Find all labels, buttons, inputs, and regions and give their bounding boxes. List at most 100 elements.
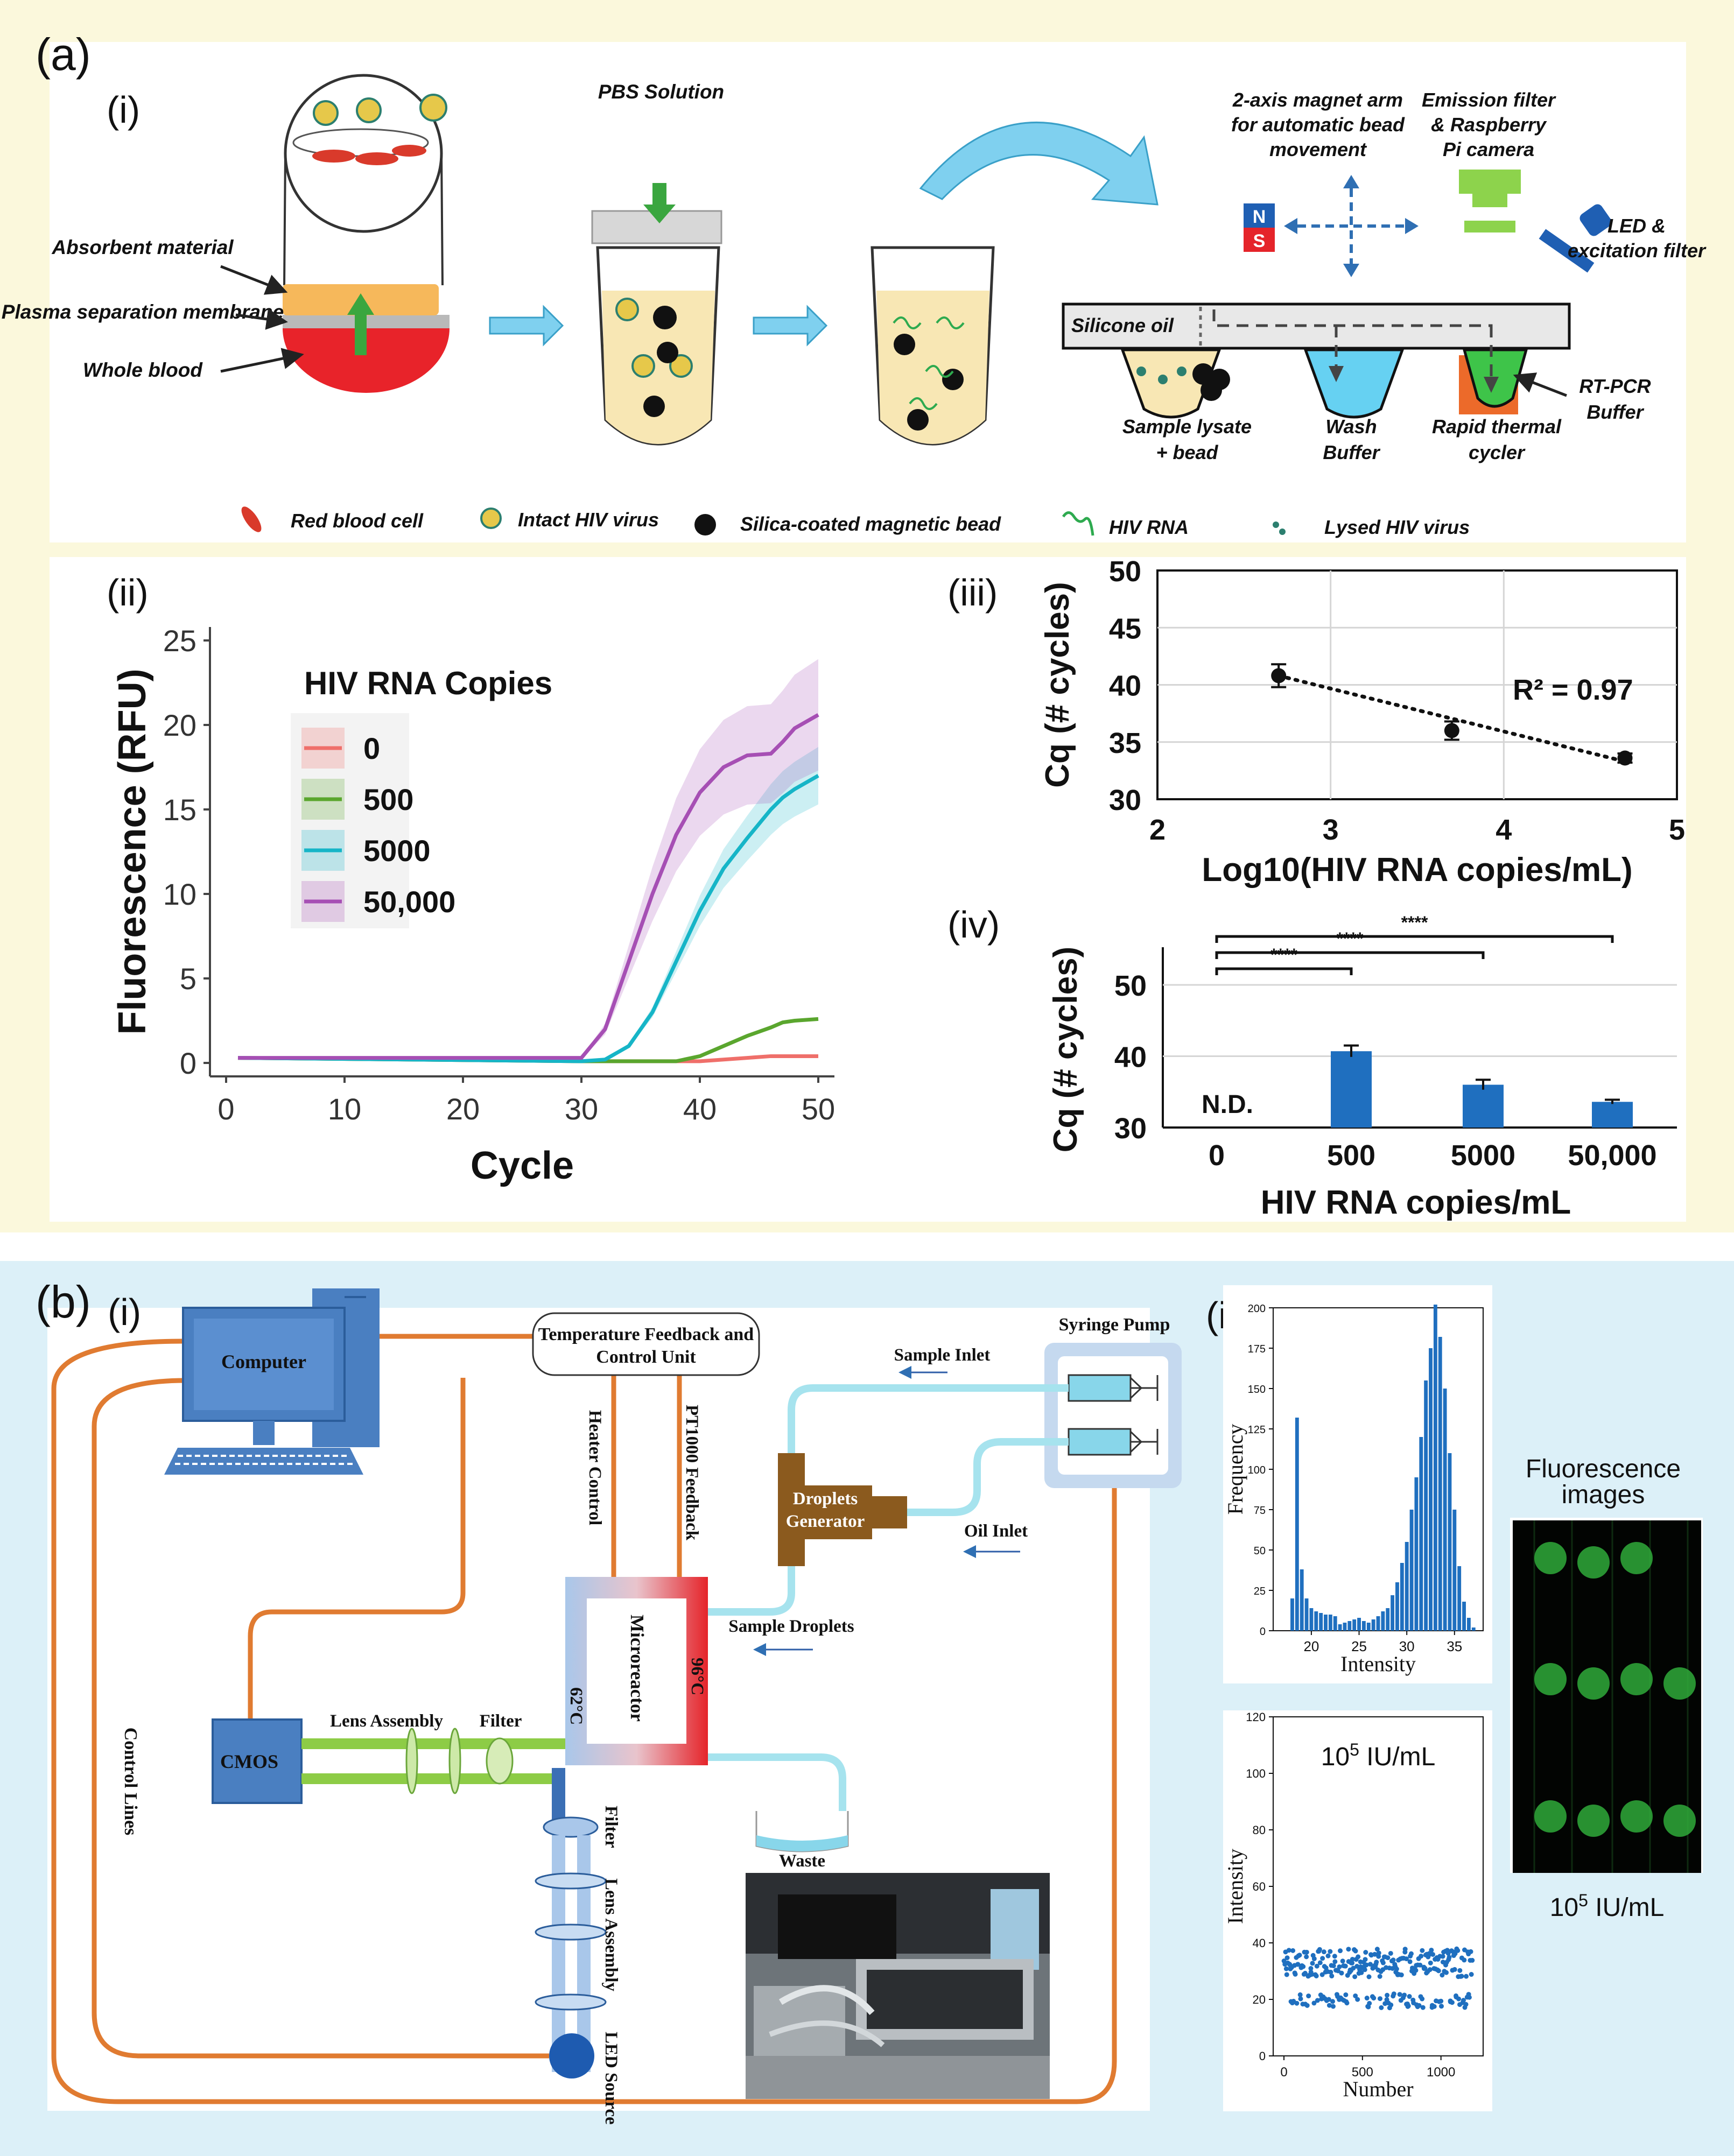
- hist-bar: [1295, 1418, 1299, 1631]
- scatter-point: [1463, 2002, 1469, 2007]
- x-tick-label: 1000: [1427, 2065, 1455, 2080]
- hist-bar: [1400, 1563, 1404, 1631]
- hist-bar: [1338, 1624, 1342, 1631]
- scatter-point: [1320, 1956, 1325, 1961]
- hist-bar: [1438, 1337, 1442, 1631]
- droplet: [1534, 1800, 1567, 1833]
- scatter-point: [1399, 1972, 1404, 1978]
- label-filter-v: Filter: [601, 1806, 621, 1848]
- x-axis-title: Number: [1343, 2077, 1413, 2101]
- droplet: [1663, 1805, 1696, 1837]
- hist-bar: [1300, 1569, 1304, 1631]
- scatter-point: [1302, 1970, 1308, 1976]
- y-tick-label: 100: [1246, 1767, 1266, 1780]
- scatter-point: [1315, 1998, 1320, 2003]
- scatter-point: [1351, 1965, 1356, 1971]
- hist-bar: [1409, 1510, 1414, 1631]
- nd-annotation: N.D.: [1202, 1090, 1253, 1119]
- droplet: [1577, 1805, 1610, 1837]
- scatter-point: [1364, 1962, 1369, 1968]
- whole-blood: [283, 328, 450, 393]
- scatter-point: [1362, 1967, 1367, 1972]
- scatter-point: [1286, 1948, 1291, 1953]
- y-tick-label: 35: [1109, 727, 1141, 759]
- scatter-point: [1417, 1962, 1423, 1968]
- y-tick-label: 200: [1248, 1303, 1266, 1315]
- x-tick-label: 3: [1323, 814, 1339, 846]
- scatter-point: [1380, 1960, 1386, 1965]
- scatter-point: [1461, 1998, 1466, 2003]
- hist-bar: [1414, 1477, 1419, 1631]
- hist-bar: [1457, 1566, 1462, 1631]
- label-sample-inlet: Sample Inlet: [894, 1345, 991, 1365]
- scatter-point: [1284, 1972, 1289, 1977]
- hist-bar: [1328, 1615, 1332, 1631]
- y-axis-title: Intensity: [1223, 1849, 1247, 1924]
- panel-a-iv-label: (iv): [947, 904, 1000, 946]
- scatter-point: [1330, 2004, 1336, 2009]
- scatter-point: [1297, 1953, 1302, 1958]
- scatter-point: [1304, 2003, 1310, 2008]
- scatter-point: [1428, 1960, 1433, 1965]
- control-lines: [51, 1334, 1117, 2104]
- panel-a-label: (a): [36, 29, 91, 80]
- bar-50000: [1592, 1102, 1633, 1128]
- x-tick-label: 50,000: [1568, 1139, 1656, 1172]
- y-tick-label: 10: [163, 877, 196, 911]
- label-computer: Computer: [221, 1351, 306, 1372]
- scatter-point: [1343, 1992, 1349, 1997]
- scatter-point: [1420, 1996, 1425, 2002]
- hist-bar: [1314, 1611, 1318, 1631]
- label-absorbent: Absorbent material: [51, 236, 234, 258]
- bar-5000: [1463, 1084, 1504, 1128]
- scatter-point: [1309, 1971, 1315, 1977]
- scatter-point: [1388, 1950, 1393, 1956]
- scatter-point: [1444, 1970, 1449, 1975]
- cmos-box: [212, 1718, 303, 1804]
- droplet: [1620, 1542, 1653, 1574]
- x-axis-title: Log10(HIV RNA copies/mL): [1202, 851, 1632, 889]
- hist-bar: [1361, 1621, 1366, 1631]
- y-tick-label: 40: [1253, 1936, 1266, 1950]
- x-tick-label: 10: [328, 1092, 361, 1126]
- scatter-point: [1385, 1955, 1391, 1961]
- scatter-point: [1317, 1947, 1322, 1952]
- vertical-optics: [535, 1768, 607, 2079]
- y-tick-label: 20: [163, 708, 196, 742]
- x-tick-label: 35: [1447, 1638, 1462, 1654]
- hist-bar: [1466, 1618, 1471, 1631]
- label-waste: Waste: [779, 1851, 825, 1871]
- scatter-point: [1330, 1999, 1335, 2004]
- y-tick-label: 175: [1248, 1343, 1266, 1355]
- y-axis-title: Frequency: [1223, 1424, 1247, 1515]
- hist-bar: [1424, 1380, 1428, 1631]
- y-tick-label: 150: [1248, 1384, 1266, 1396]
- label-temperature-unit: Temperature Feedback and Control Unit: [538, 1324, 754, 1367]
- scatter-point: [1332, 1954, 1337, 1959]
- hist-bar: [1448, 1453, 1452, 1631]
- tube-lysate: [870, 246, 995, 446]
- plasma-separation-device: [283, 74, 450, 393]
- y-tick-label: 25: [163, 624, 196, 658]
- scatter-point: [1364, 1996, 1370, 2001]
- chart-intensity-scatter: 0 500 1000 0 20 40 60 80 100 120 Number Intensity: [1223, 1710, 1484, 2101]
- scatter-point: [1356, 1954, 1361, 1960]
- label-droplets-generator: Droplets Generator: [786, 1489, 865, 1531]
- x-tick-label: 500: [1352, 2065, 1373, 2080]
- label-led: LED & excitation filter: [1568, 215, 1707, 262]
- scatter-point: [1354, 1964, 1360, 1969]
- y-tick-label: 0: [1259, 2049, 1266, 2063]
- fluid-tubes: [708, 1384, 1069, 1814]
- hist-bar: [1462, 1602, 1466, 1631]
- legend-hiv-rna: HIV RNA: [1109, 516, 1189, 538]
- scatter-point: [1464, 1974, 1469, 1979]
- hist-bar: [1347, 1621, 1352, 1631]
- hist-bar: [1371, 1619, 1375, 1631]
- bar-500: [1331, 1051, 1372, 1128]
- label-plasma-membrane: Plasma separation membrane: [2, 301, 284, 323]
- hist-bar: [1405, 1542, 1409, 1631]
- scatter-point: [1377, 1974, 1382, 1979]
- y-tick-label: 30: [1109, 784, 1141, 816]
- y-tick-label: 60: [1253, 1880, 1266, 1893]
